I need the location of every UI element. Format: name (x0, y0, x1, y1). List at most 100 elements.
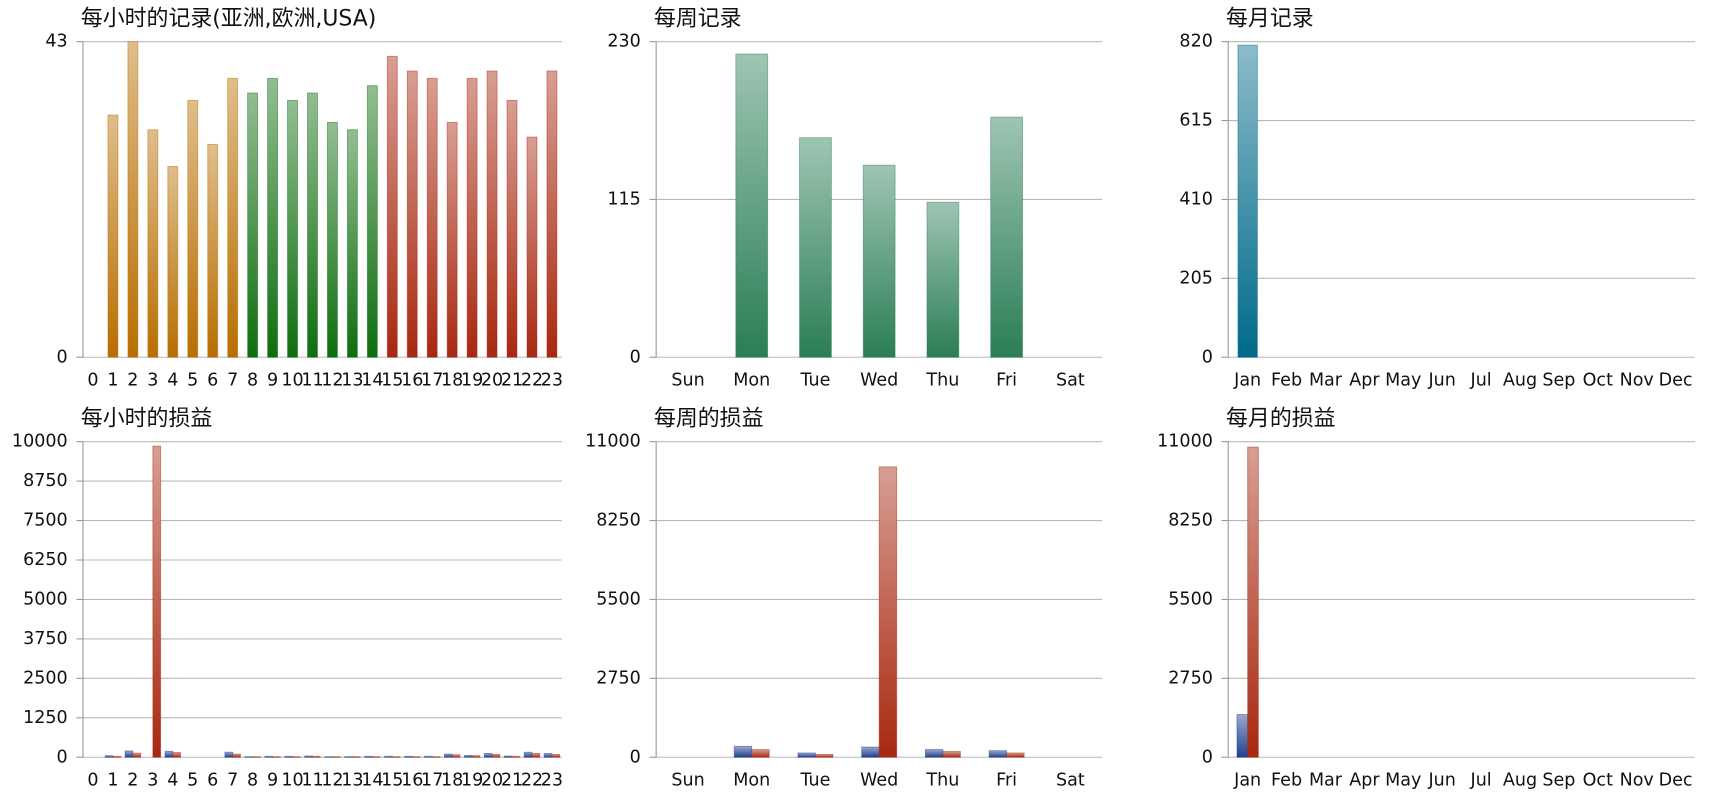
bar (267, 77, 279, 358)
x-tick-label: 0 (87, 370, 98, 390)
bar (324, 756, 333, 758)
bar (187, 99, 199, 358)
bar (862, 164, 896, 358)
x-tick-label: Sat (1056, 770, 1085, 790)
x-tick-label: 1 (107, 770, 118, 790)
x-tick-label: 10 (281, 370, 303, 390)
x-tick-label: 16 (401, 770, 423, 790)
x-tick-label: 1 (107, 370, 118, 390)
y-tick-label: 115 (607, 189, 640, 209)
x-tick-label: 13 (341, 770, 363, 790)
x-tick-label: Dec (1659, 770, 1693, 790)
bar (404, 755, 413, 758)
x-tick-label: Oct (1583, 370, 1613, 390)
x-tick-label: Feb (1271, 370, 1302, 390)
bar (799, 137, 832, 358)
x-tick-label: 4 (167, 370, 178, 390)
x-tick-label: Jun (1428, 370, 1456, 390)
y-tick-label: 230 (607, 32, 640, 52)
x-tick-label: Jan (1233, 370, 1261, 390)
x-tick-label: 21 (501, 770, 523, 790)
x-tick-label: 3 (147, 370, 158, 390)
x-tick-label: 3 (147, 770, 158, 790)
x-tick-label: Mon (733, 370, 770, 390)
chart-title: 每周记录 (654, 7, 742, 32)
x-tick-label: 2 (127, 370, 138, 390)
bar (1006, 752, 1025, 758)
y-tick-label: 0 (630, 747, 641, 767)
bar (224, 751, 234, 758)
bar (431, 756, 441, 758)
bar (366, 85, 378, 358)
x-tick-label: Nov (1620, 770, 1654, 790)
x-tick-label: 23 (541, 370, 563, 390)
x-tick-label: Wed (860, 770, 898, 790)
x-tick-label: 11 (301, 370, 323, 390)
y-tick-label: 820 (1179, 32, 1212, 52)
bar (252, 756, 261, 758)
y-tick-label: 2500 (23, 668, 68, 688)
x-tick-label: Tue (799, 770, 830, 790)
x-tick-label: Sep (1542, 770, 1575, 790)
x-tick-label: 14 (361, 770, 383, 790)
bar (423, 755, 433, 758)
x-tick-label: 12 (321, 770, 343, 790)
x-tick-label: May (1385, 370, 1421, 390)
bar (406, 70, 418, 358)
x-tick-label: Thu (925, 370, 959, 390)
x-tick-label: Dec (1659, 370, 1693, 390)
x-tick-label: Apr (1349, 370, 1380, 390)
x-tick-label: 6 (207, 370, 218, 390)
bar (531, 753, 541, 758)
bar (112, 755, 122, 758)
y-tick-label: 2750 (1168, 668, 1213, 688)
y-tick-label: 2750 (596, 668, 641, 688)
bar (1247, 446, 1259, 758)
bar (292, 756, 301, 758)
x-tick-label: 4 (167, 770, 178, 790)
bar (344, 756, 353, 758)
bar (797, 752, 816, 758)
bar (371, 756, 381, 758)
x-tick-label: 7 (227, 770, 238, 790)
chart-title: 每周的损益 (654, 407, 764, 432)
bar (127, 41, 139, 358)
y-tick-label: 1250 (23, 708, 68, 728)
bar (523, 751, 533, 758)
bar (471, 755, 481, 758)
bar (167, 165, 179, 358)
bar (990, 116, 1023, 358)
x-tick-label: Sat (1056, 370, 1085, 390)
bar (988, 750, 1008, 758)
x-tick-label: 18 (441, 770, 463, 790)
x-tick-label: Fri (996, 370, 1017, 390)
x-tick-label: Mar (1309, 370, 1343, 390)
y-tick-label: 8750 (23, 471, 68, 491)
y-tick-label: 0 (1202, 347, 1213, 367)
x-tick-label: 13 (341, 370, 363, 390)
x-tick-label: 2 (127, 770, 138, 790)
y-tick-label: 3750 (23, 629, 68, 649)
bar (861, 746, 880, 758)
bar (426, 77, 438, 358)
bar (207, 143, 219, 358)
bar (386, 55, 398, 358)
bar (751, 749, 770, 758)
y-tick-label: 8250 (596, 511, 641, 531)
bar (543, 753, 553, 758)
x-tick-label: 5 (187, 770, 198, 790)
chart-title: 每小时的记录(亚洲,欧洲,USA) (81, 7, 376, 32)
x-tick-label: 12 (321, 370, 343, 390)
bar (878, 466, 898, 758)
x-tick-label: 11 (301, 770, 323, 790)
bar (164, 750, 174, 758)
bar (152, 445, 162, 758)
bar (483, 753, 493, 758)
y-tick-label: 5500 (1168, 589, 1213, 609)
bar (924, 749, 944, 758)
x-tick-label: Sun (671, 770, 704, 790)
x-tick-label: Tue (799, 370, 830, 390)
bar (735, 53, 769, 358)
